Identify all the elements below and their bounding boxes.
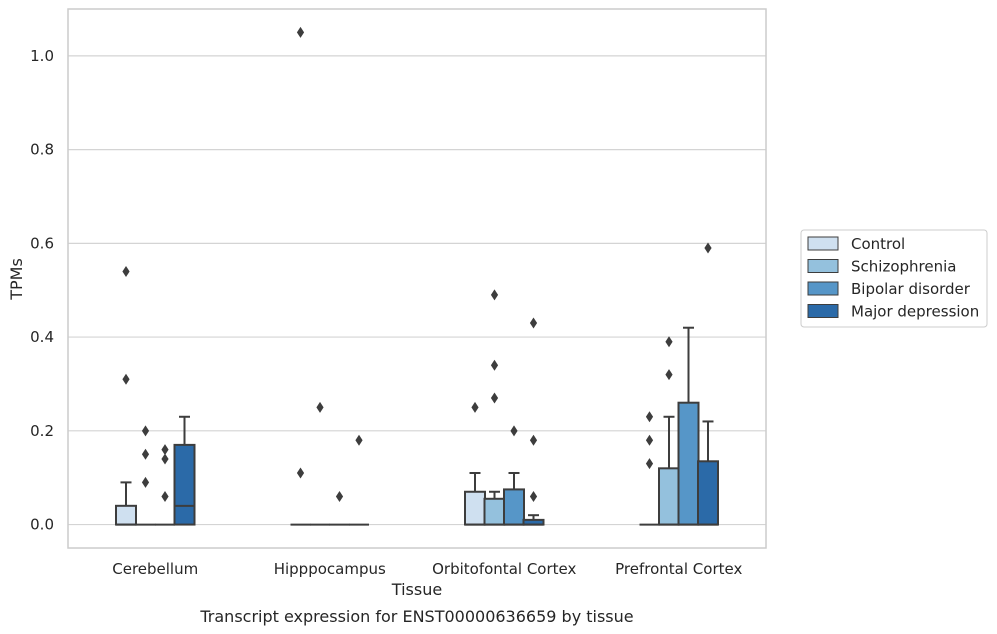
outlier-point xyxy=(490,289,499,301)
legend-label: Bipolar disorder xyxy=(851,280,971,298)
box xyxy=(503,488,525,526)
y-tick-label: 0.8 xyxy=(30,141,54,159)
legend-swatch xyxy=(807,304,839,318)
legend-label: Control xyxy=(851,235,905,253)
x-tick-labels: Cerebellum Hipppocampus Orbitofontal Corte… xyxy=(112,560,742,578)
box-2-3 xyxy=(522,514,545,526)
outlier-point xyxy=(645,411,654,423)
outlier-point xyxy=(665,336,673,348)
box-3-1 xyxy=(658,415,680,526)
box-2-2 xyxy=(503,472,525,526)
y-tick-label: 0.2 xyxy=(30,422,54,440)
outlier-point xyxy=(316,401,324,413)
box xyxy=(677,401,700,526)
outlier-point xyxy=(161,490,169,502)
legend-frame xyxy=(800,229,988,328)
chart-caption: Transcript expression for ENST0000063665… xyxy=(199,607,633,626)
outlier-point xyxy=(161,444,169,456)
box-0-3 xyxy=(173,415,196,526)
outlier-point xyxy=(141,448,150,460)
outlier-point xyxy=(335,490,344,502)
legend-item: Bipolar disorder xyxy=(807,280,971,298)
x-tick-label: Cerebellum xyxy=(112,560,198,578)
x-tick-label: Prefrontal Cortex xyxy=(615,560,742,578)
y-axis-title: TPMs xyxy=(7,258,26,301)
box xyxy=(115,504,137,526)
outlier-point xyxy=(296,467,305,479)
plot-frame xyxy=(67,8,767,549)
outlier-point xyxy=(529,317,538,329)
box xyxy=(483,497,506,526)
outlier-point xyxy=(529,434,538,446)
outlier-point xyxy=(471,401,479,413)
outlier-point xyxy=(490,392,499,404)
box-0-0 xyxy=(115,481,137,526)
x-tick-label: Orbitofontal Cortex xyxy=(432,560,576,578)
legend-swatch xyxy=(807,259,839,273)
legend-item: Major depression xyxy=(807,303,979,321)
outlier-point xyxy=(161,453,169,465)
outlier-point xyxy=(296,26,305,38)
outlier-point xyxy=(490,359,499,371)
legend-swatch xyxy=(807,281,839,296)
y-tick-label: 0.6 xyxy=(30,234,54,252)
outlier-point xyxy=(510,425,518,437)
box xyxy=(464,490,486,526)
x-axis-title: Tissue xyxy=(391,580,442,599)
outlier-points xyxy=(122,26,712,502)
box-3-2 xyxy=(677,326,700,526)
box xyxy=(697,460,719,526)
outlier-point xyxy=(141,425,150,437)
outlier-point xyxy=(645,458,654,470)
outlier-point xyxy=(141,476,150,488)
box-2-1 xyxy=(483,490,506,526)
y-tick-label: 1.0 xyxy=(30,47,54,65)
y-tick-labels: 0.0 0.2 0.4 0.6 0.8 1.0 xyxy=(30,47,54,534)
x-tick-label: Hipppocampus xyxy=(274,560,386,578)
outlier-point xyxy=(355,434,363,446)
box xyxy=(173,443,196,526)
legend-label: Major depression xyxy=(851,303,979,321)
legend-item: Control xyxy=(807,235,905,253)
outlier-point xyxy=(704,242,712,254)
legend-label: Schizophrenia xyxy=(851,258,956,276)
outlier-point xyxy=(122,373,130,385)
legend-swatch xyxy=(807,236,839,251)
y-tick-label: 0.0 xyxy=(30,516,54,534)
legend-item: Schizophrenia xyxy=(807,258,956,276)
box-plot-area xyxy=(115,326,719,526)
box xyxy=(658,467,680,526)
outlier-point xyxy=(665,369,673,381)
outlier-point xyxy=(122,265,130,277)
outlier-point xyxy=(529,490,538,502)
outlier-point xyxy=(645,434,654,446)
box-3-3 xyxy=(697,420,719,526)
y-tick-label: 0.4 xyxy=(30,328,54,346)
legend: Control Schizophrenia Bipolar disorder Majo… xyxy=(800,229,988,328)
